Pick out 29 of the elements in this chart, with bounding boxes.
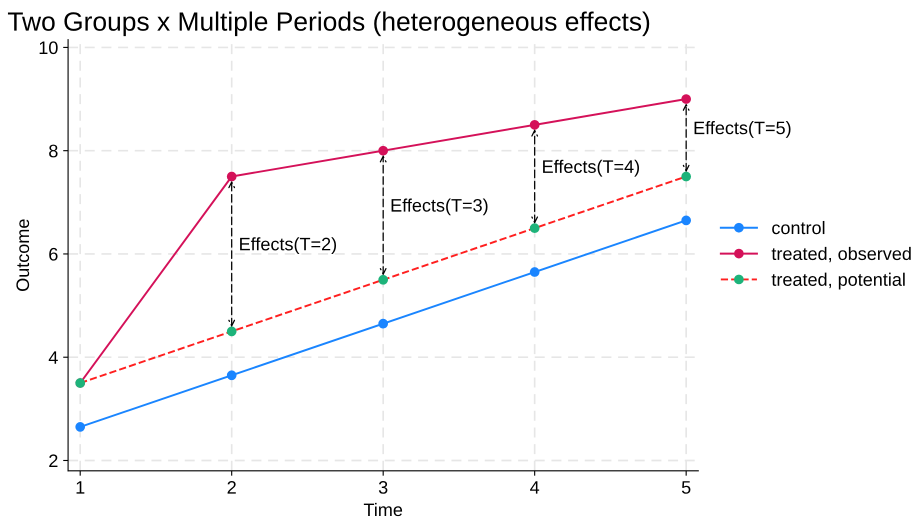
y-tick-label: 6 — [49, 248, 58, 261]
point — [226, 172, 237, 182]
legend-label: treated, potential — [772, 272, 905, 290]
point — [681, 94, 692, 104]
x-axis-title: Time — [364, 502, 402, 516]
annotation: Effects(T=2) — [240, 237, 336, 254]
annotation: Effects(T=3) — [392, 198, 488, 216]
y-tick-label: 10 — [40, 41, 58, 54]
x-tick-label: 1 — [76, 481, 84, 494]
point — [226, 370, 237, 380]
legend-label: treated, observed — [772, 246, 911, 262]
point — [75, 422, 86, 432]
point — [530, 120, 540, 130]
point — [681, 216, 692, 226]
x-tick-label: 5 — [682, 481, 690, 494]
y-tick-label: 4 — [48, 351, 58, 364]
x-tick-label: 3 — [378, 481, 388, 494]
x-tick-label: 4 — [530, 481, 540, 494]
annotation: Effects(T=5) — [694, 121, 790, 138]
legend-label: control — [772, 220, 824, 234]
point — [530, 267, 540, 277]
x-tick-label: 2 — [228, 481, 236, 494]
y-axis-title: Outcome — [16, 219, 30, 292]
y-tick-label: 8 — [49, 144, 58, 158]
y-tick-label: 2 — [49, 454, 58, 468]
annotation: Effects(T=4) — [543, 160, 640, 177]
point — [378, 318, 388, 329]
point — [378, 146, 388, 156]
chart-title: Two Groups x Multiple Periods (heterogeneous effects) — [8, 12, 650, 36]
